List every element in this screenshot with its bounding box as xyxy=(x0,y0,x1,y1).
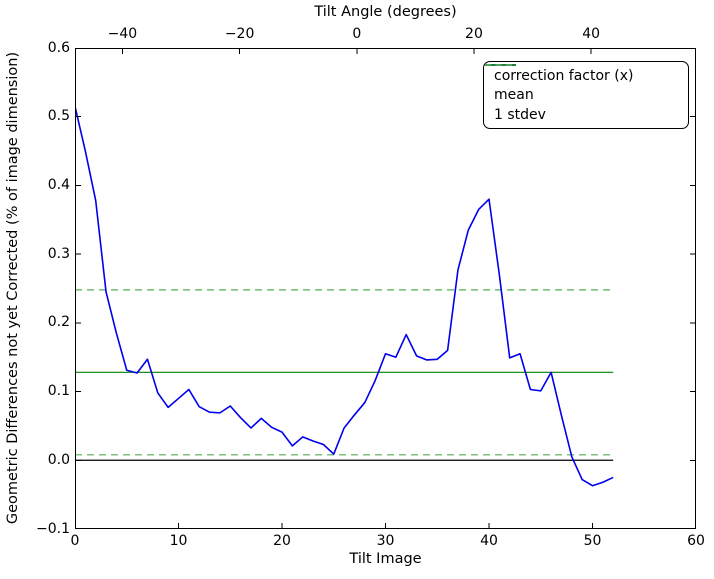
top-tick-label: 20 xyxy=(465,26,483,42)
legend-label: mean xyxy=(494,87,534,104)
legend-label: 1 stdev xyxy=(494,106,546,123)
y-tick-label: 0.6 xyxy=(47,39,70,56)
y-tick-label: 0.1 xyxy=(47,383,70,400)
legend-item: correction factor (x) xyxy=(484,64,688,86)
x-tick-label: 20 xyxy=(273,533,291,549)
top-tick-label: 40 xyxy=(582,26,601,42)
plot-border xyxy=(75,48,696,529)
x-tick-label: 60 xyxy=(687,533,705,549)
x-tick-label: 0 xyxy=(70,533,80,549)
top-tick-label: −40 xyxy=(107,26,138,42)
y-tick-label: 0.5 xyxy=(47,108,70,125)
series-line-0 xyxy=(75,106,614,487)
bottom-axis-label: Tilt Image xyxy=(349,551,422,567)
legend-label: correction factor (x) xyxy=(494,67,634,84)
y-tick-label: 0.2 xyxy=(47,314,70,331)
top-axis-label: Tilt Angle (degrees) xyxy=(314,4,457,20)
x-tick-label: 30 xyxy=(376,533,395,549)
legend-item: mean xyxy=(484,64,688,106)
y-tick-label: 0.3 xyxy=(47,245,70,262)
x-tick-label: 50 xyxy=(583,533,602,549)
plot-area: correction factor (x) mean 1 stdev xyxy=(75,48,696,529)
plot-svg xyxy=(75,48,696,529)
legend-line-icon xyxy=(485,64,516,66)
legend-item: 1 stdev xyxy=(484,64,688,125)
x-tick-label: 40 xyxy=(480,533,498,549)
y-tick-label: 0.0 xyxy=(47,451,70,468)
x-tick-label: 10 xyxy=(169,533,188,549)
top-tick-label: 0 xyxy=(352,26,362,42)
y-tick-label: 0.4 xyxy=(47,176,70,193)
top-tick-label: −20 xyxy=(224,26,255,42)
legend: correction factor (x) mean 1 stdev xyxy=(483,61,689,129)
y-tick-label: −0.1 xyxy=(36,520,70,537)
